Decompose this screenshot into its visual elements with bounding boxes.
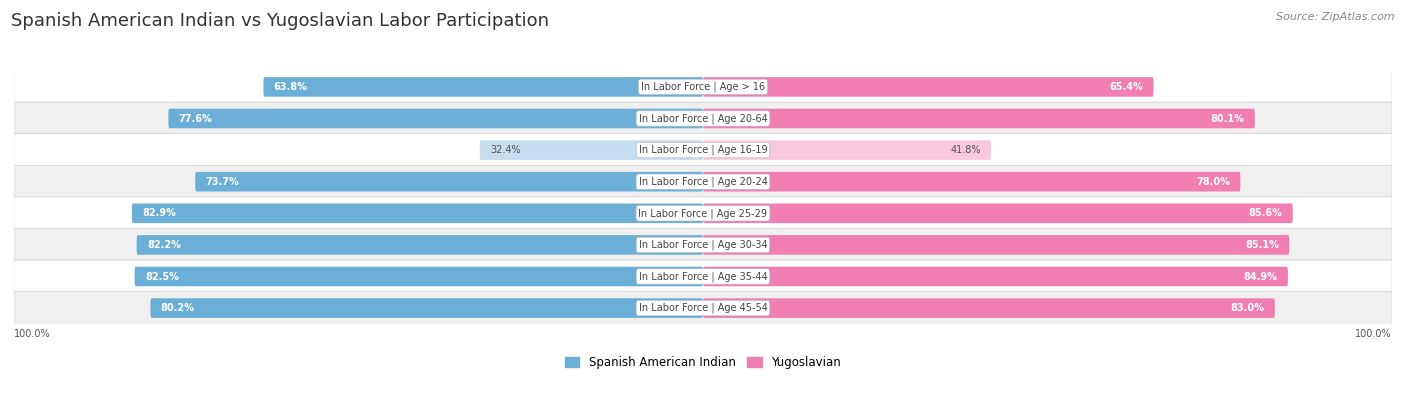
Text: 82.2%: 82.2% bbox=[148, 240, 181, 250]
Text: 80.2%: 80.2% bbox=[160, 303, 194, 313]
Text: In Labor Force | Age 25-29: In Labor Force | Age 25-29 bbox=[638, 208, 768, 218]
Text: 84.9%: 84.9% bbox=[1244, 271, 1278, 282]
Text: 73.7%: 73.7% bbox=[205, 177, 239, 187]
Text: 41.8%: 41.8% bbox=[950, 145, 980, 155]
FancyBboxPatch shape bbox=[132, 203, 703, 223]
FancyBboxPatch shape bbox=[14, 260, 1392, 293]
FancyBboxPatch shape bbox=[14, 197, 1392, 230]
Text: 63.8%: 63.8% bbox=[274, 82, 308, 92]
Text: 82.9%: 82.9% bbox=[142, 208, 176, 218]
FancyBboxPatch shape bbox=[14, 292, 1392, 325]
Text: 32.4%: 32.4% bbox=[491, 145, 520, 155]
FancyBboxPatch shape bbox=[703, 235, 1289, 255]
FancyBboxPatch shape bbox=[703, 172, 1240, 192]
FancyBboxPatch shape bbox=[703, 267, 1288, 286]
Legend: Spanish American Indian, Yugoslavian: Spanish American Indian, Yugoslavian bbox=[561, 351, 845, 374]
FancyBboxPatch shape bbox=[14, 134, 1392, 167]
Text: In Labor Force | Age 20-64: In Labor Force | Age 20-64 bbox=[638, 113, 768, 124]
Text: Source: ZipAtlas.com: Source: ZipAtlas.com bbox=[1277, 12, 1395, 22]
Text: 85.6%: 85.6% bbox=[1249, 208, 1282, 218]
FancyBboxPatch shape bbox=[136, 235, 703, 255]
FancyBboxPatch shape bbox=[169, 109, 703, 128]
Text: 82.5%: 82.5% bbox=[145, 271, 179, 282]
Text: 100.0%: 100.0% bbox=[1355, 329, 1392, 339]
Text: 78.0%: 78.0% bbox=[1197, 177, 1230, 187]
FancyBboxPatch shape bbox=[703, 109, 1254, 128]
Text: 77.6%: 77.6% bbox=[179, 113, 212, 124]
Text: Spanish American Indian vs Yugoslavian Labor Participation: Spanish American Indian vs Yugoslavian L… bbox=[11, 12, 550, 30]
FancyBboxPatch shape bbox=[14, 102, 1392, 135]
FancyBboxPatch shape bbox=[703, 77, 1153, 97]
FancyBboxPatch shape bbox=[14, 70, 1392, 103]
FancyBboxPatch shape bbox=[150, 298, 703, 318]
Text: 83.0%: 83.0% bbox=[1230, 303, 1264, 313]
Text: In Labor Force | Age 30-34: In Labor Force | Age 30-34 bbox=[638, 240, 768, 250]
Text: In Labor Force | Age > 16: In Labor Force | Age > 16 bbox=[641, 82, 765, 92]
FancyBboxPatch shape bbox=[14, 228, 1392, 261]
FancyBboxPatch shape bbox=[263, 77, 703, 97]
Text: In Labor Force | Age 35-44: In Labor Force | Age 35-44 bbox=[638, 271, 768, 282]
FancyBboxPatch shape bbox=[14, 165, 1392, 198]
Text: 65.4%: 65.4% bbox=[1109, 82, 1143, 92]
Text: 100.0%: 100.0% bbox=[14, 329, 51, 339]
Text: In Labor Force | Age 20-24: In Labor Force | Age 20-24 bbox=[638, 177, 768, 187]
FancyBboxPatch shape bbox=[703, 140, 991, 160]
Text: In Labor Force | Age 16-19: In Labor Force | Age 16-19 bbox=[638, 145, 768, 155]
Text: 80.1%: 80.1% bbox=[1211, 113, 1244, 124]
FancyBboxPatch shape bbox=[703, 203, 1292, 223]
FancyBboxPatch shape bbox=[135, 267, 703, 286]
FancyBboxPatch shape bbox=[195, 172, 703, 192]
FancyBboxPatch shape bbox=[479, 140, 703, 160]
Text: In Labor Force | Age 45-54: In Labor Force | Age 45-54 bbox=[638, 303, 768, 313]
FancyBboxPatch shape bbox=[703, 298, 1275, 318]
Text: 85.1%: 85.1% bbox=[1246, 240, 1279, 250]
